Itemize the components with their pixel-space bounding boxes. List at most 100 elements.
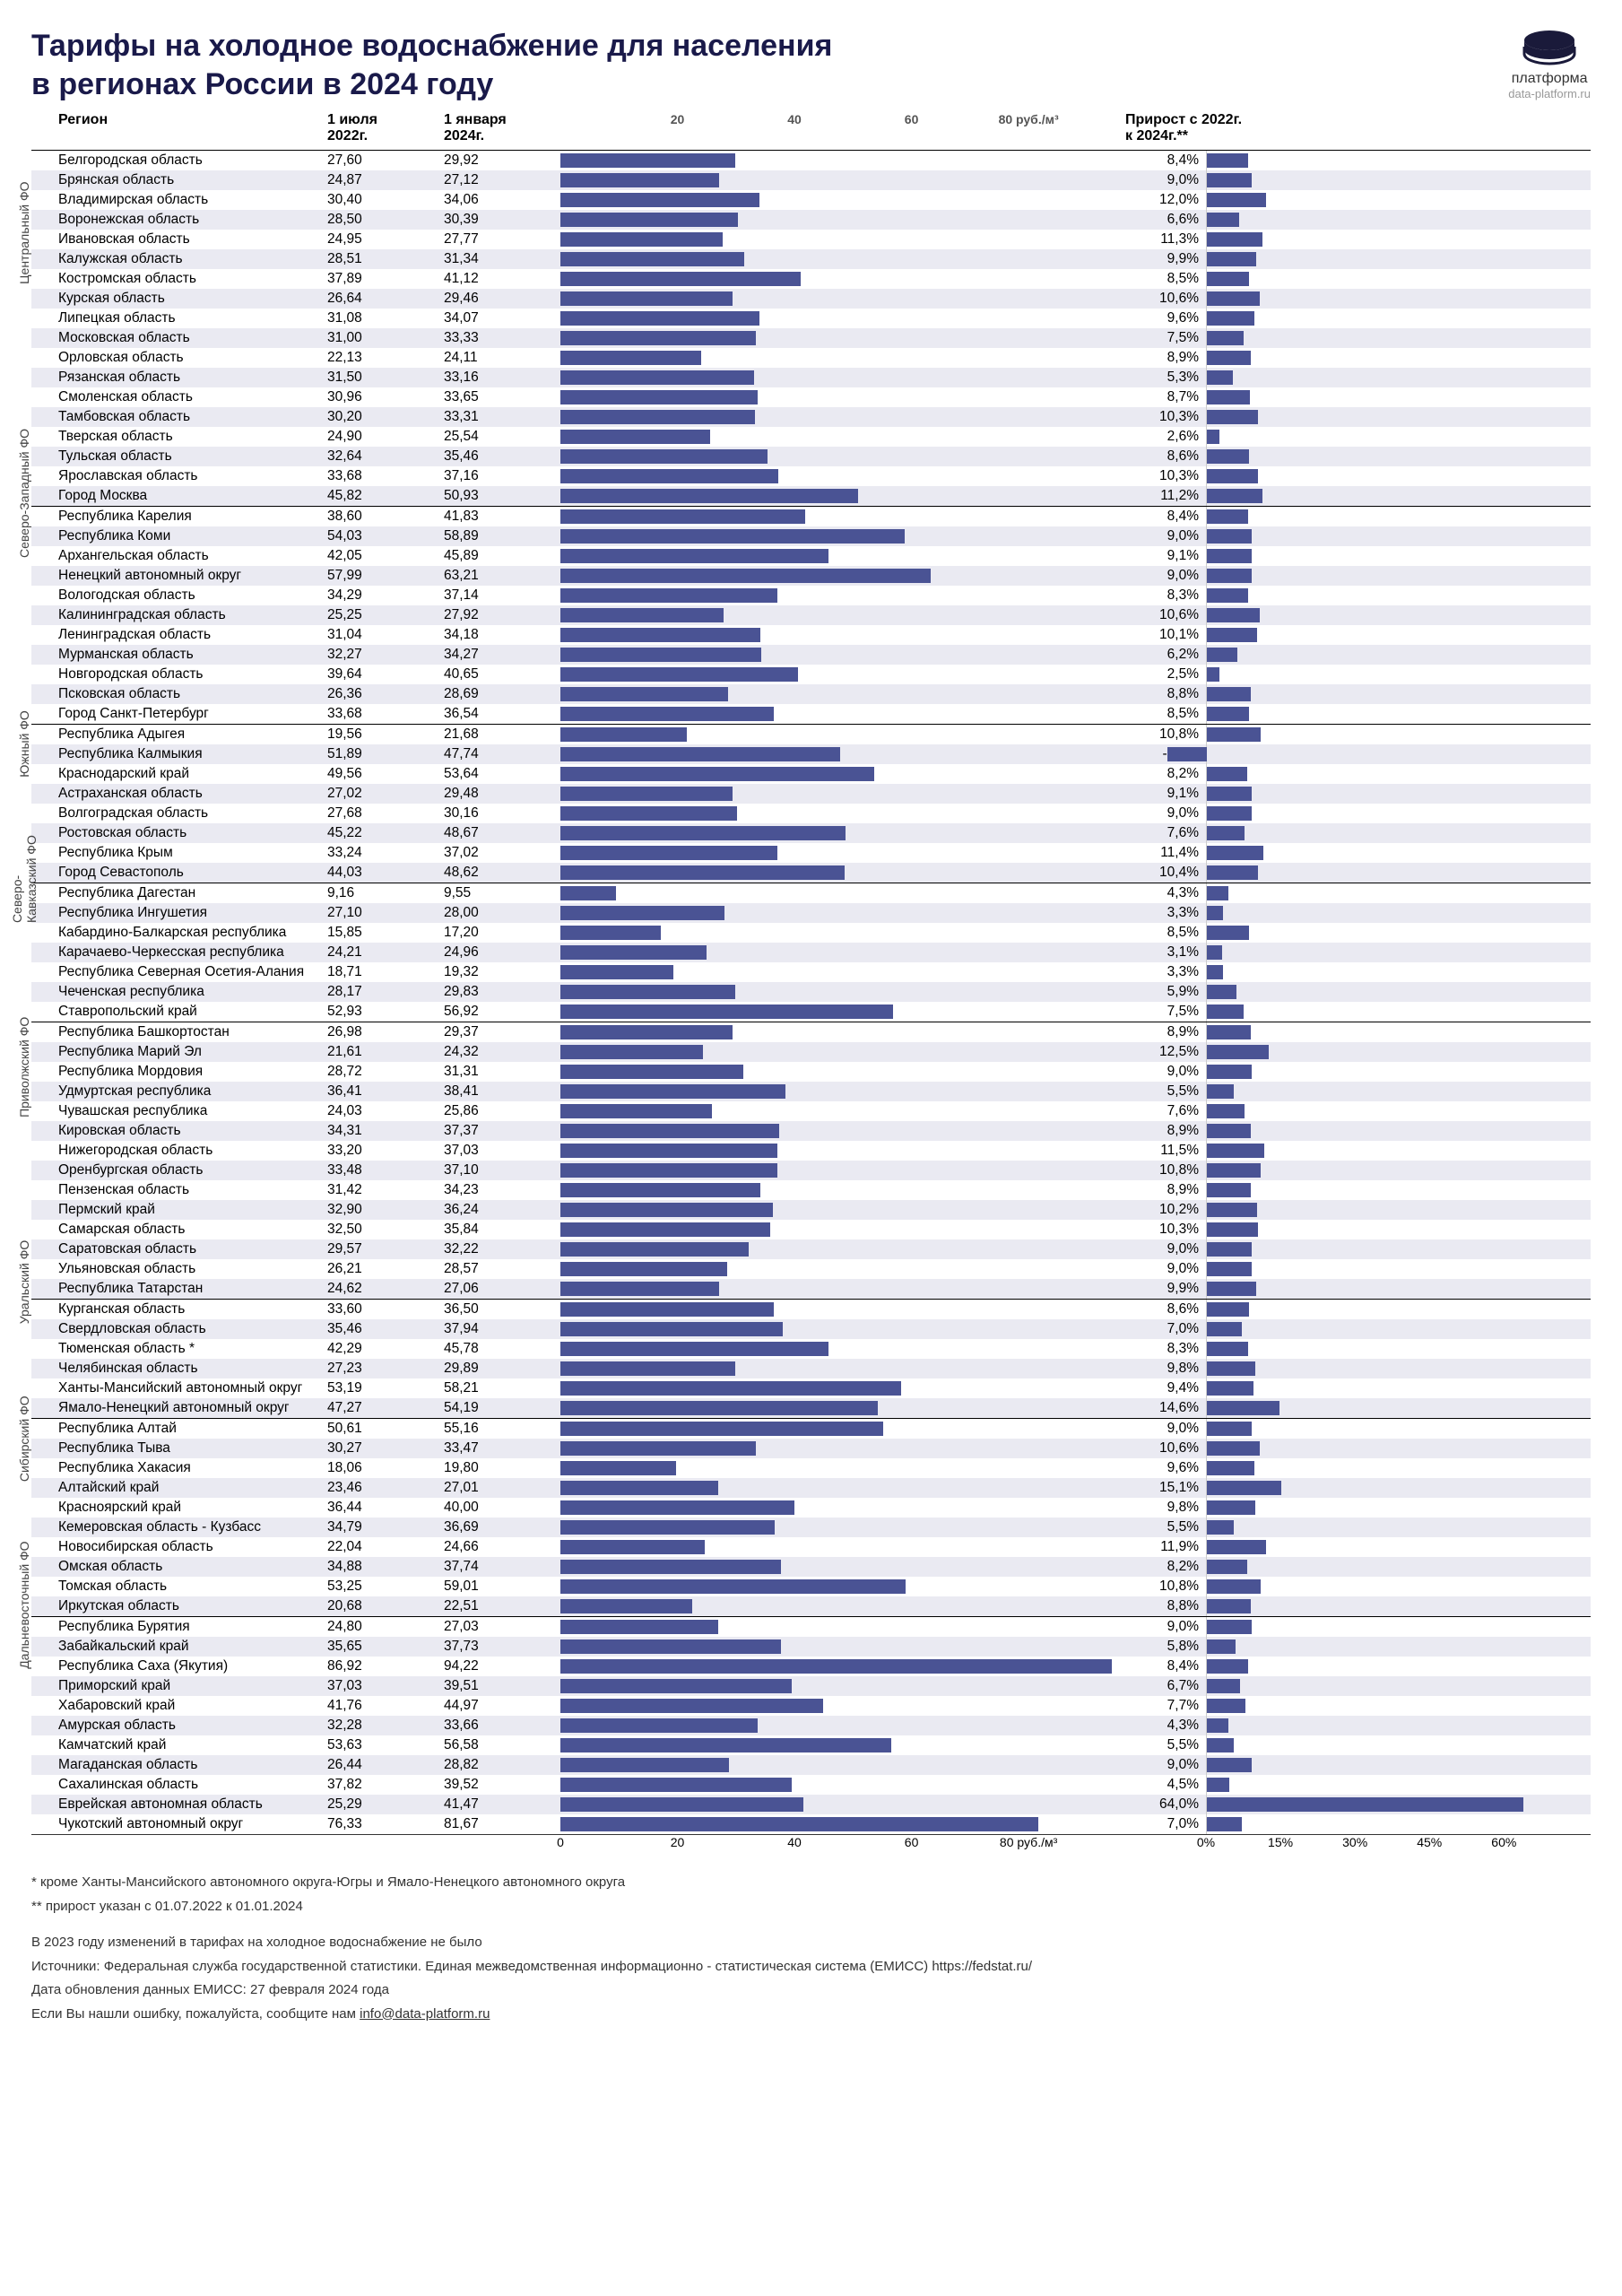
table-row: Кабардино-Балкарская республика15,8517,2…	[31, 923, 1591, 943]
bar-growth	[1207, 945, 1222, 959]
table-row: Красноярский край36,4440,009,8%	[31, 1498, 1591, 1518]
table-row: Чукотский автономный округ76,3381,677,0%	[31, 1814, 1591, 1834]
cell-bar-growth	[1206, 526, 1529, 546]
group-label: Приволжский ФО	[17, 1017, 31, 1118]
cell-region: Оренбургская область	[31, 1162, 327, 1178]
bar-tariff	[560, 1738, 891, 1752]
cell-growth: 10,3%	[1116, 468, 1206, 484]
table-row: Смоленская область30,9633,658,7%	[31, 387, 1591, 407]
bar-tariff	[560, 272, 801, 285]
cell-value-2022: 27,10	[327, 905, 444, 921]
cell-value-2024: 29,83	[444, 984, 560, 1000]
cell-value-2024: 50,93	[444, 488, 560, 504]
cell-region: Орловская область	[31, 350, 327, 366]
cell-region: Ульяновская область	[31, 1261, 327, 1277]
bar-growth	[1207, 1560, 1247, 1573]
cell-region: Курская область	[31, 291, 327, 307]
bar-growth	[1207, 906, 1223, 919]
cell-bar-tariff	[560, 1279, 1116, 1299]
cell-region: Республика Бурятия	[31, 1619, 327, 1635]
footnote-contact-link[interactable]: info@data-platform.ru	[360, 2006, 490, 2022]
cell-bar-growth	[1206, 170, 1529, 190]
cell-region: Амурская область	[31, 1718, 327, 1734]
cell-region: Чувашская республика	[31, 1103, 327, 1119]
region-group: Дальневосточный ФОРеспублика Бурятия24,8…	[31, 1616, 1591, 1834]
cell-value-2022: 57,99	[327, 568, 444, 584]
cell-growth: 10,3%	[1116, 409, 1206, 425]
cell-bar-growth	[1206, 1141, 1529, 1161]
cell-region: Республика Алтай	[31, 1421, 327, 1437]
bar-growth	[1207, 648, 1237, 661]
cell-value-2022: 37,03	[327, 1678, 444, 1694]
cell-value-2022: 26,44	[327, 1757, 444, 1773]
cell-bar-growth	[1206, 1478, 1529, 1498]
table-row: Ивановская область24,9527,7711,3%	[31, 230, 1591, 249]
cell-growth: 9,0%	[1116, 1619, 1206, 1635]
cell-value-2024: 37,94	[444, 1321, 560, 1337]
table-row: Астраханская область27,0229,489,1%	[31, 784, 1591, 804]
axis-tick: 60	[905, 1835, 919, 1849]
bar-growth	[1207, 1422, 1252, 1435]
cell-value-2022: 33,68	[327, 468, 444, 484]
cell-value-2022: 32,50	[327, 1222, 444, 1238]
cell-region: Архангельская область	[31, 548, 327, 564]
cell-value-2024: 19,32	[444, 964, 560, 980]
footnote-date: Дата обновления данных ЕМИСС: 27 февраля…	[31, 1980, 1591, 2001]
bar-growth	[1207, 1262, 1252, 1275]
cell-value-2022: 28,51	[327, 251, 444, 267]
bar-tariff	[560, 213, 738, 226]
cell-value-2022: 9,16	[327, 885, 444, 901]
footnote-contact-pre: Если Вы нашли ошибку, пожалуйста, сообщи…	[31, 2006, 360, 2022]
bar-growth	[1207, 1302, 1249, 1316]
bar-tariff	[560, 787, 733, 800]
cell-region: Город Севастополь	[31, 865, 327, 881]
cell-growth: 7,0%	[1116, 1321, 1206, 1337]
cell-bar-tariff	[560, 1617, 1116, 1637]
cell-bar-tariff	[560, 387, 1116, 407]
bar-growth	[1207, 1679, 1240, 1692]
cell-growth: 10,1%	[1116, 627, 1206, 643]
region-group: Центральный ФОБелгородская область27,602…	[31, 150, 1591, 506]
cell-value-2022: 53,19	[327, 1380, 444, 1396]
bar-tariff	[560, 173, 719, 187]
bar-tariff	[560, 370, 754, 384]
bar-tariff	[560, 628, 760, 641]
bar-growth	[1207, 1045, 1269, 1058]
cell-growth: 9,0%	[1116, 805, 1206, 822]
cell-region: Пензенская область	[31, 1182, 327, 1198]
cell-bar-growth	[1206, 230, 1529, 249]
cell-value-2022: 22,13	[327, 350, 444, 366]
cell-value-2022: 26,36	[327, 686, 444, 702]
cell-value-2024: 81,67	[444, 1816, 560, 1832]
cell-bar-growth	[1206, 982, 1529, 1002]
cell-value-2024: 37,16	[444, 468, 560, 484]
cell-growth: 9,0%	[1116, 1064, 1206, 1080]
cell-value-2024: 24,32	[444, 1044, 560, 1060]
cell-growth: 10,6%	[1116, 291, 1206, 307]
logo-icon	[1518, 27, 1581, 67]
cell-region: Краснодарский край	[31, 766, 327, 782]
cell-bar-growth	[1206, 1775, 1529, 1795]
cell-bar-tariff	[560, 1002, 1116, 1022]
cell-region: Волгоградская область	[31, 805, 327, 822]
table-row: Камчатский край53,6356,585,5%	[31, 1735, 1591, 1755]
cell-region: Забайкальский край	[31, 1639, 327, 1655]
bar-growth	[1207, 1025, 1251, 1039]
bar-tariff	[560, 926, 661, 939]
cell-value-2024: 48,62	[444, 865, 560, 881]
cell-growth: 3,3%	[1116, 905, 1206, 921]
cell-bar-tariff	[560, 1022, 1116, 1042]
cell-value-2024: 33,65	[444, 389, 560, 405]
bar-tariff	[560, 588, 777, 602]
cell-region: Ленинградская область	[31, 627, 327, 643]
cell-value-2022: 15,85	[327, 925, 444, 941]
bar-tariff	[560, 985, 735, 998]
cell-value-2024: 33,31	[444, 409, 560, 425]
cell-region: Тульская область	[31, 448, 327, 465]
cell-growth: 10,8%	[1116, 726, 1206, 743]
cell-bar-growth	[1206, 1378, 1529, 1398]
cell-value-2022: 33,24	[327, 845, 444, 861]
table-row: Саратовская область29,5732,229,0%	[31, 1239, 1591, 1259]
cell-value-2022: 32,28	[327, 1718, 444, 1734]
cell-value-2024: 41,83	[444, 509, 560, 525]
